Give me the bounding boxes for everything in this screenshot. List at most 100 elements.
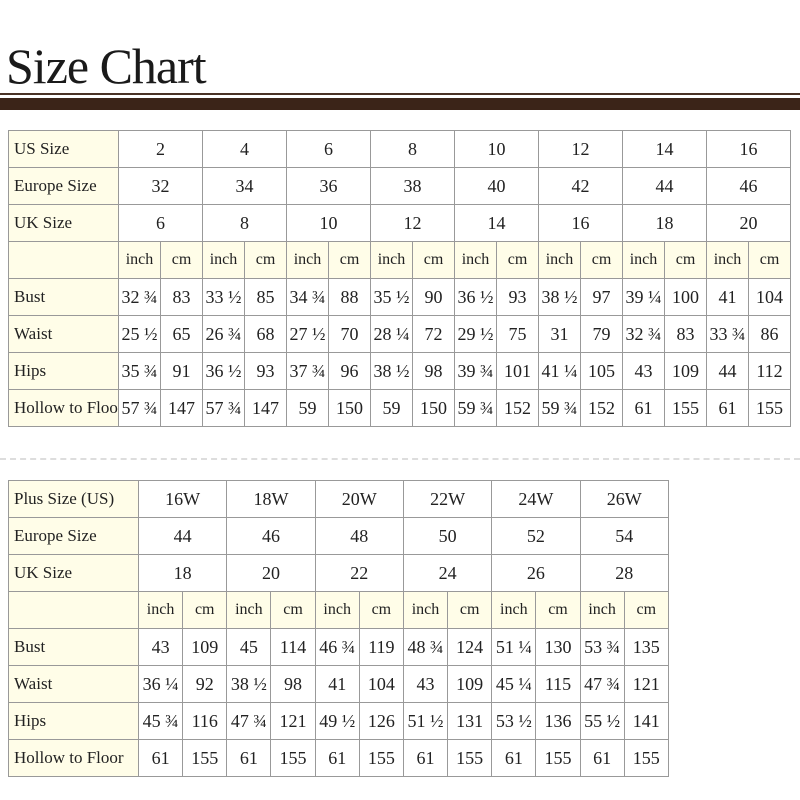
measure-cell: 109 — [447, 665, 493, 703]
measure-cell: 155 — [447, 739, 493, 777]
measure-cell: 105 — [580, 352, 623, 390]
size-row: Europe Size 32 34 36 38 40 42 44 46 — [8, 167, 791, 205]
unit-cell: cm — [748, 241, 791, 279]
measure-cell: 61 — [491, 739, 537, 777]
unit-cell: cm — [244, 241, 287, 279]
measure-cell: 38 ½ — [226, 665, 272, 703]
size-cell: 20 — [706, 204, 791, 242]
size-table: US Size 2 4 6 8 10 12 14 16 Europe Size 32 34 36 38 40… — [8, 130, 791, 427]
measure-cell: 36 ¼ — [137, 665, 184, 703]
measure-cell: 97 — [580, 278, 623, 316]
unit-cell: cm — [580, 241, 623, 279]
measure-cell: 51 ¼ — [491, 628, 537, 666]
measure-cell: 41 — [314, 665, 360, 703]
measure-cell: 61 — [706, 389, 749, 427]
row-label: Europe Size — [8, 517, 139, 555]
measure-cell: 65 — [160, 315, 203, 353]
unit-cell: inch — [402, 591, 449, 629]
measure-row: Hips 45 ¾ 116 47 ¾ 121 49 ½ 126 51 ½ 131 53 ½ 136 5… — [8, 702, 669, 740]
measure-cell: 98 — [412, 352, 455, 390]
size-cell: 26W — [579, 480, 669, 518]
measure-cell: 155 — [270, 739, 316, 777]
measure-cell: 155 — [182, 739, 228, 777]
measure-cell: 44 — [706, 352, 749, 390]
unit-cell: inch — [314, 591, 360, 629]
measure-row: Hollow to Floor 57 ¾ 147 57 ¾ 147 59 150 59 150 5… — [8, 389, 791, 427]
measure-cell: 55 ½ — [579, 702, 625, 740]
size-cell: 44 — [622, 167, 707, 205]
measure-cell: 121 — [623, 665, 669, 703]
measure-cell: 46 ¾ — [314, 628, 360, 666]
measure-cell: 47 ¾ — [579, 665, 625, 703]
row-label — [8, 241, 119, 279]
measure-cell: 115 — [535, 665, 581, 703]
unit-cell: cm — [328, 241, 371, 279]
size-cell: 10 — [286, 204, 371, 242]
measure-cell: 57 ¾ — [118, 389, 161, 427]
measure-cell: 141 — [623, 702, 669, 740]
row-label — [8, 591, 139, 629]
size-cell: 24W — [491, 480, 581, 518]
measure-cell: 147 — [160, 389, 203, 427]
size-cell: 44 — [137, 517, 228, 555]
divider — [0, 98, 800, 110]
unit-cell: cm — [412, 241, 455, 279]
measure-cell: 33 ½ — [202, 278, 245, 316]
measure-cell: 39 ¼ — [622, 278, 665, 316]
size-cell: 40 — [454, 167, 539, 205]
measure-cell: 43 — [402, 665, 449, 703]
size-cell: 38 — [370, 167, 455, 205]
measure-row: Waist 25 ½ 65 26 ¾ 68 27 ½ 70 28 ¼ 72 29 ½ 75 31 79 3… — [8, 315, 791, 353]
separator — [0, 458, 800, 460]
measure-cell: 53 ¾ — [579, 628, 625, 666]
measure-cell: 155 — [623, 739, 669, 777]
unit-cell: inch — [622, 241, 665, 279]
size-cell: 16 — [538, 204, 623, 242]
row-label: Waist — [8, 315, 119, 353]
measure-cell: 88 — [328, 278, 371, 316]
measure-cell: 131 — [447, 702, 493, 740]
unit-cell: cm — [270, 591, 316, 629]
size-cell: 10 — [454, 130, 539, 168]
size-cell: 32 — [118, 167, 203, 205]
measure-cell: 32 ¾ — [622, 315, 665, 353]
measure-cell: 38 ½ — [370, 352, 413, 390]
measure-cell: 130 — [535, 628, 581, 666]
row-label: UK Size — [8, 554, 139, 592]
measure-cell: 49 ½ — [314, 702, 360, 740]
measure-cell: 150 — [412, 389, 455, 427]
units-row: inch cm inch cm inch cm inch cm inch cm inch cm inch… — [8, 241, 791, 279]
size-cell: 24 — [402, 554, 493, 592]
measure-cell: 36 ½ — [454, 278, 497, 316]
size-cell: 14 — [622, 130, 707, 168]
measure-cell: 43 — [622, 352, 665, 390]
measure-cell: 27 ½ — [286, 315, 329, 353]
measure-cell: 47 ¾ — [226, 702, 272, 740]
measure-cell: 79 — [580, 315, 623, 353]
measure-cell: 45 — [226, 628, 272, 666]
size-cell: 6 — [118, 204, 203, 242]
measure-cell: 96 — [328, 352, 371, 390]
measure-cell: 116 — [182, 702, 228, 740]
measure-cell: 147 — [244, 389, 287, 427]
unit-cell: cm — [623, 591, 669, 629]
measure-cell: 91 — [160, 352, 203, 390]
measure-cell: 152 — [580, 389, 623, 427]
measure-cell: 72 — [412, 315, 455, 353]
unit-cell: cm — [160, 241, 203, 279]
size-cell: 16W — [137, 480, 228, 518]
size-row: Europe Size 44 46 48 50 52 54 — [8, 517, 669, 555]
unit-cell: inch — [579, 591, 625, 629]
measure-cell: 59 ¾ — [454, 389, 497, 427]
measure-cell: 70 — [328, 315, 371, 353]
size-cell: 22W — [402, 480, 493, 518]
measure-cell: 28 ¼ — [370, 315, 413, 353]
unit-cell: inch — [226, 591, 272, 629]
measure-cell: 135 — [623, 628, 669, 666]
size-cell: 46 — [706, 167, 791, 205]
size-cell: 22 — [314, 554, 404, 592]
unit-cell: cm — [535, 591, 581, 629]
row-label: Waist — [8, 665, 139, 703]
